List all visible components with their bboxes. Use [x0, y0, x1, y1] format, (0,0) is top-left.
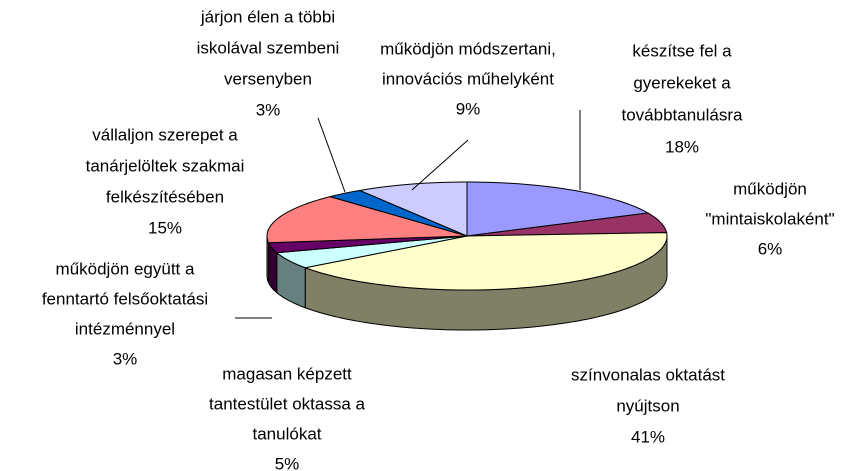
value-label: 5%	[275, 454, 300, 471]
value-label: 6%	[758, 239, 783, 258]
value-label: 15%	[148, 218, 182, 237]
slice-label: intézménnyel	[75, 319, 175, 338]
slice-label: felkészítésében	[106, 187, 224, 206]
slice	[328, 189, 468, 237]
slice-label: iskolával szembeni	[197, 38, 340, 57]
slice-label: versenyben	[224, 69, 312, 88]
slice-label: továbbtanulásra	[622, 105, 744, 124]
value-label: 41%	[631, 427, 665, 446]
slice-label: járjon élen a többi	[200, 7, 335, 26]
slice-label: vállaljon szerepet a	[92, 125, 238, 144]
slice-label: színvonalas oktatást	[571, 365, 725, 384]
slice	[266, 196, 468, 244]
slice	[358, 181, 468, 237]
slice	[466, 212, 668, 237]
slice-label: működjön	[733, 179, 807, 198]
slice-label: tanárjelöltek szakmai	[86, 156, 245, 175]
value-label: 3%	[113, 349, 138, 368]
slice	[303, 232, 668, 291]
slice-label: nyújtson	[616, 396, 679, 415]
leader-line	[317, 117, 346, 193]
slice-label: tantestület oktassa a	[209, 394, 365, 413]
slice	[267, 235, 468, 254]
slice-label: gyerekeket a	[633, 73, 731, 92]
value-label: 18%	[665, 137, 699, 156]
value-label: 9%	[456, 99, 481, 118]
slice-label: "mintaiskolaként"	[705, 209, 834, 228]
slice-label: működjön együtt a	[56, 259, 195, 278]
leader-line	[411, 139, 469, 191]
slice-label: fenntartó felsőoktatási	[42, 289, 208, 308]
slice-label: magasan képzett	[222, 364, 352, 383]
slice-label: tanulókat	[253, 424, 322, 443]
slice-label: innovációs műhelyként	[382, 69, 554, 88]
slice-label: készítse fel a	[632, 41, 732, 60]
slice	[466, 181, 650, 237]
slice-label: működjön módszertani,	[380, 39, 556, 58]
slice	[275, 235, 468, 269]
value-label: 3%	[256, 100, 281, 119]
